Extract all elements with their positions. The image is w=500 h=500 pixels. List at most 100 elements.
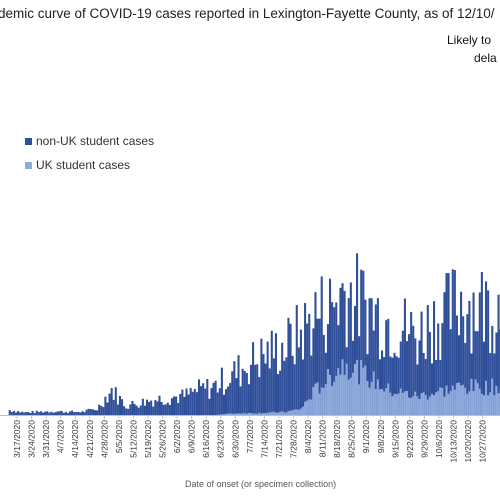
bar-uk <box>287 411 290 415</box>
bar-non-uk <box>200 386 203 415</box>
bar-uk <box>347 379 350 415</box>
bar-non-uk <box>464 343 467 415</box>
bar-non-uk <box>279 370 282 415</box>
bar-non-uk <box>164 404 167 415</box>
bar-non-uk <box>364 299 367 415</box>
bar-uk <box>360 360 363 415</box>
bar-non-uk <box>480 272 483 415</box>
bar-uk <box>428 396 431 415</box>
bar-uk <box>449 390 452 415</box>
bar-non-uk <box>347 298 350 415</box>
bar-uk <box>464 387 467 415</box>
bar-non-uk <box>77 412 80 415</box>
bar-non-uk <box>408 334 411 415</box>
bar-non-uk <box>241 368 244 415</box>
bar-non-uk <box>455 315 458 415</box>
bar-uk <box>422 392 425 415</box>
bar-non-uk <box>150 400 153 415</box>
chart-title: demic curve of COVID-19 cases reported i… <box>0 6 495 21</box>
bar-non-uk <box>468 300 471 415</box>
bar-uk <box>243 413 246 415</box>
bar-non-uk <box>135 405 138 415</box>
bar-non-uk <box>495 332 498 415</box>
bar-non-uk <box>229 382 232 415</box>
bar-non-uk <box>393 352 396 415</box>
bar-non-uk <box>266 341 269 415</box>
bar-non-uk <box>312 328 315 415</box>
bar-non-uk <box>391 357 394 415</box>
bar-uk <box>256 413 259 415</box>
bar-non-uk <box>274 333 277 415</box>
bar-uk <box>331 385 334 415</box>
bar-non-uk <box>183 396 186 415</box>
bar-non-uk <box>247 384 250 415</box>
bar-non-uk <box>335 302 338 415</box>
bar-uk <box>412 396 415 415</box>
bar-non-uk <box>17 411 20 415</box>
bar-uk <box>245 413 248 415</box>
x-tick-label: 5/12/2020 <box>128 420 138 458</box>
x-tick-label: 4/14/2020 <box>70 420 80 458</box>
bar-uk <box>318 393 321 415</box>
bar-non-uk <box>156 401 159 415</box>
bar-uk <box>487 395 490 415</box>
bar-non-uk <box>54 412 57 415</box>
x-tick-label: 7/14/2020 <box>259 420 269 458</box>
bar-non-uk <box>287 317 290 415</box>
bar-non-uk <box>145 399 149 415</box>
bar-non-uk <box>141 398 144 415</box>
bar-uk <box>274 412 277 415</box>
bar-uk <box>395 394 398 415</box>
bar-non-uk <box>237 355 240 415</box>
bar-uk <box>264 413 267 415</box>
bar-uk <box>451 385 454 415</box>
x-tick-label: 7/28/2020 <box>288 420 298 458</box>
bar-non-uk <box>29 413 32 415</box>
bar-uk <box>237 413 240 415</box>
bar-uk <box>468 391 471 415</box>
bar-non-uk <box>204 388 207 415</box>
bar-non-uk <box>46 411 49 415</box>
bar-non-uk <box>293 364 296 415</box>
bar-non-uk <box>258 377 261 415</box>
bar-non-uk <box>81 411 84 415</box>
bar-non-uk <box>462 316 465 415</box>
bar-non-uk <box>50 411 53 415</box>
bar-non-uk <box>60 410 63 415</box>
x-tick-label: 10/27/2020 <box>478 420 488 463</box>
legend-label-uk: UK student cases <box>36 158 130 172</box>
bar-non-uk <box>210 388 213 415</box>
bar-non-uk <box>316 318 319 415</box>
bar-non-uk <box>264 363 267 415</box>
bar-non-uk <box>428 331 431 415</box>
x-tick-label: 10/6/2020 <box>434 420 444 458</box>
bar-uk <box>247 412 250 415</box>
bar-uk <box>304 401 307 415</box>
bar-non-uk <box>289 323 292 415</box>
bar-non-uk <box>281 342 284 415</box>
x-tick-label: 8/25/2020 <box>347 420 357 458</box>
bar-uk <box>351 372 354 415</box>
bar-non-uk <box>260 338 263 415</box>
bar-non-uk <box>66 413 69 415</box>
bar-non-uk <box>73 412 76 415</box>
bar-non-uk <box>430 363 433 415</box>
bar-non-uk <box>21 411 24 415</box>
bar-uk <box>322 387 325 415</box>
bar-uk <box>225 413 228 415</box>
bar-uk <box>443 396 446 415</box>
x-tick-label: 8/11/2020 <box>318 420 328 457</box>
bar-non-uk <box>306 323 309 415</box>
bar-non-uk <box>187 394 190 415</box>
bar-non-uk <box>197 379 201 415</box>
bar-uk <box>227 413 230 415</box>
x-tick-label: 9/1/2020 <box>361 420 371 453</box>
bar-non-uk <box>8 410 11 415</box>
bar-uk <box>310 399 313 415</box>
bar-non-uk <box>368 298 371 415</box>
bar-uk <box>414 391 417 415</box>
bar-uk <box>329 374 332 415</box>
bar-non-uk <box>212 382 215 415</box>
bar-uk <box>233 413 236 415</box>
bar-non-uk <box>27 412 30 415</box>
